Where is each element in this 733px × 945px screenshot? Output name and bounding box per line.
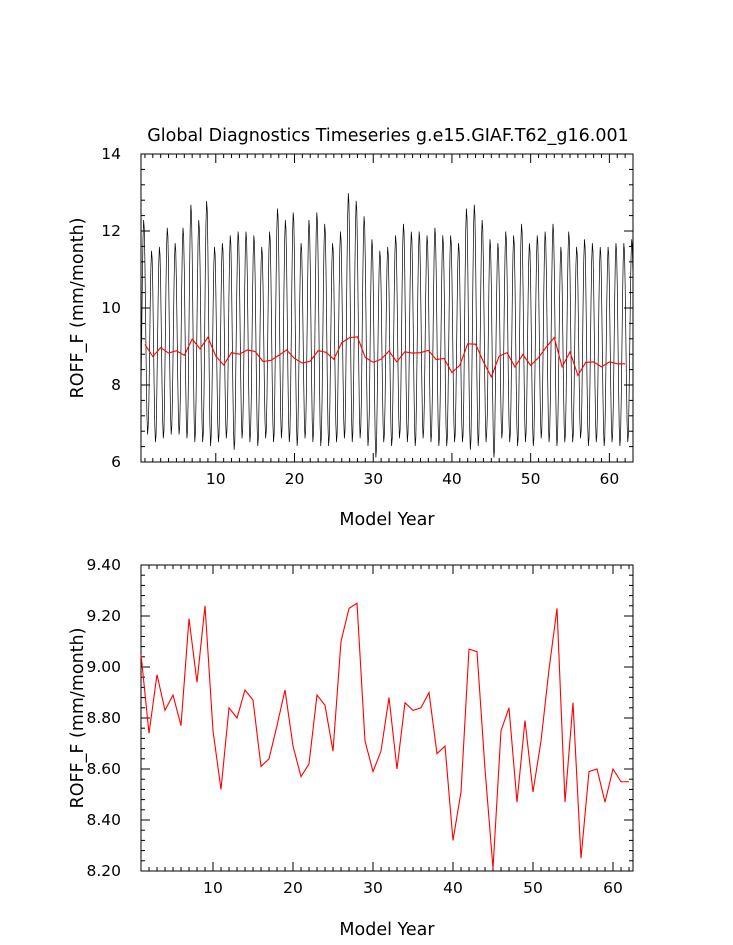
x-tick-label: 60 xyxy=(603,879,623,897)
x-tick-label: 10 xyxy=(206,470,226,488)
y-tick-label: 9.00 xyxy=(86,658,121,676)
top-y-axis-label: ROFF_F (mm/month) xyxy=(68,218,88,399)
top-axis-ticks xyxy=(141,153,634,463)
monthly-series-line xyxy=(140,193,634,458)
y-tick-label: 6 xyxy=(111,453,121,471)
x-tick-label: 40 xyxy=(443,879,463,897)
bottom-axis-ticks xyxy=(140,564,633,872)
top-y-tick-labels: 6 8 10 12 14 xyxy=(101,145,121,471)
y-tick-label: 10 xyxy=(101,299,121,317)
y-tick-label: 12 xyxy=(101,222,121,240)
x-tick-label: 50 xyxy=(521,470,541,488)
x-tick-label: 20 xyxy=(285,470,305,488)
y-tick-label: 8.60 xyxy=(86,760,121,778)
annual-mean-series-line xyxy=(140,602,629,869)
bottom-y-tick-labels: 8.20 8.40 8.60 8.80 9.00 9.20 9.40 xyxy=(86,556,121,880)
y-tick-label: 8.40 xyxy=(86,811,121,829)
bottom-y-axis-label: ROFF_F (mm/month) xyxy=(68,628,88,809)
top-panel: Global Diagnostics Timeseries g.e15.GIAF… xyxy=(68,126,634,530)
top-x-axis-label: Model Year xyxy=(339,510,435,530)
bottom-plot-frame xyxy=(140,564,634,872)
x-tick-label: 30 xyxy=(363,879,383,897)
top-chart-title: Global Diagnostics Timeseries g.e15.GIAF… xyxy=(147,126,629,146)
y-tick-label: 8 xyxy=(111,376,121,394)
x-tick-label: 40 xyxy=(442,470,462,488)
bottom-panel: 8.20 8.40 8.60 8.80 9.00 9.20 9.40 10 20 30 40 50 6… xyxy=(68,556,634,940)
annual-mean-series-line xyxy=(144,336,626,379)
x-tick-label: 20 xyxy=(283,879,303,897)
y-tick-label: 14 xyxy=(101,145,121,163)
y-tick-label: 9.20 xyxy=(86,607,121,625)
x-tick-label: 50 xyxy=(523,879,543,897)
y-tick-label: 8.20 xyxy=(86,862,121,880)
bottom-x-tick-labels: 10 20 30 40 50 60 xyxy=(203,879,623,897)
y-tick-label: 9.40 xyxy=(86,556,121,574)
y-tick-label: 8.80 xyxy=(86,709,121,727)
bottom-x-axis-label: Model Year xyxy=(339,920,435,940)
x-tick-label: 60 xyxy=(600,470,620,488)
x-tick-label: 10 xyxy=(203,879,223,897)
top-x-tick-labels: 10 20 30 40 50 60 xyxy=(206,470,619,488)
x-tick-label: 30 xyxy=(363,470,383,488)
